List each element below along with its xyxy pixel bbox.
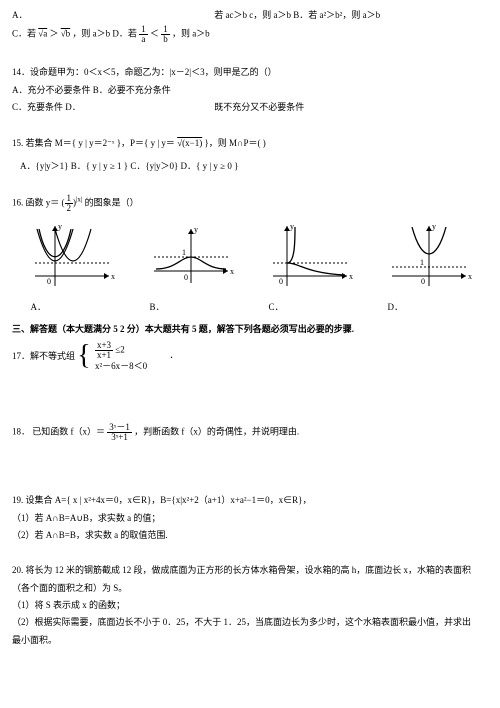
q13-textA: 若 ac＞b c，则 a＞b B．若 a²＞b²，则 a＞b (214, 10, 380, 20)
label-D: D． (384, 300, 474, 314)
q20-p3: 最小面积。 (12, 633, 488, 647)
q14-optC: C．充要条件 D． (12, 100, 212, 114)
svg-text:x: x (111, 272, 115, 281)
label-B: B． (146, 300, 236, 314)
q14-optAB: A．充分不必要条件 B．必要不充分条件 (12, 83, 488, 97)
q16-stem2: 的图象是（） (85, 198, 139, 208)
q13-sqrtA: √a (38, 29, 47, 39)
q16-exp: |x| (76, 196, 82, 204)
q15-stem1: 15. 若集合 M＝{ y | y＝2⁻ˣ }，P＝{ y | y＝ (12, 138, 175, 148)
q17-stem: 17．解不等式组 (12, 350, 75, 360)
label-A: A． (27, 300, 117, 314)
svg-text:x: x (468, 272, 472, 281)
graph-C: x y 0 (265, 221, 355, 295)
q18-stem2: ，判断函数 f（x）的奇偶性，并说明理由. (134, 427, 299, 437)
graph-labels: A． B． C． D． (12, 300, 488, 314)
svg-text:0: 0 (47, 277, 51, 286)
svg-text:1: 1 (182, 248, 186, 257)
brace-icon: { (77, 342, 90, 370)
q15-stem: 15. 若集合 M＝{ y | y＝2⁻ˣ }，P＝{ y | y＝ √(x−1… (12, 136, 488, 150)
q17-brace-content: x+3 x+1 ≤2 x²－6x－8＜0 (95, 341, 147, 373)
q18-stem1: 18． 已知函数 f（x）＝ (12, 427, 105, 437)
svg-text:0: 0 (421, 277, 425, 286)
svg-text:x: x (230, 267, 234, 276)
graph-B-svg: x y 0 1 (146, 221, 236, 291)
q13-optC: C．若 (12, 29, 36, 39)
q20-p2: （2）根据实际需要，底面边长不小于 0．25，不大于 1．25，当底面边长为多少… (12, 615, 488, 629)
svg-text:1: 1 (420, 258, 424, 267)
q16-stem1: 16. 函数 y＝ (12, 198, 59, 208)
q13-midLT: ＜ (150, 29, 159, 39)
q13-sqrtB: √b (61, 29, 70, 39)
q19-p2: （2）若 A∩B=B，求实数 a 的取值范围. (12, 528, 488, 542)
graph-A-svg: x y 0 (27, 221, 117, 291)
q15-options: A．{y|y＞1} B．{ y | y ≥ 1 } C．{y|y＞0} D．{ … (20, 159, 488, 173)
q19-stem: 19. 设集合 A={ x | x²+4x＝0，x∈R}，B={x|x²+2（a… (12, 493, 488, 507)
svg-text:y: y (290, 222, 294, 231)
q13-textC2: ，则 a＞b D．若 (72, 29, 137, 39)
q13-optA: A． (12, 8, 212, 22)
q14-optD: 既不充分又不必要条件 (214, 102, 304, 112)
q20-stem: 20. 将长为 12 米的钢筋截成 12 段，做成底面为正方形的长方体水箱骨架，… (12, 563, 488, 577)
q18: 18． 已知函数 f（x）＝ 3ˣ－1 3ˣ+1 ，判断函数 f（x）的奇偶性，… (12, 423, 488, 442)
svg-text:0: 0 (279, 277, 283, 286)
q14-optCD: C．充要条件 D． 既不充分又不必要条件 (12, 100, 488, 114)
svg-text:y: y (194, 225, 198, 234)
svg-text:0: 0 (184, 273, 188, 282)
graph-B: x y 0 1 (146, 221, 236, 295)
q16-base: 1 2 (65, 194, 74, 213)
graph-A: x y 0 (27, 221, 117, 295)
graph-C-svg: x y 0 (265, 221, 355, 291)
q17-frac: x+3 x+1 (95, 341, 113, 360)
svg-text:y: y (58, 222, 62, 231)
q13-textC3: ，则 a＞b (172, 29, 210, 39)
q20-stem2: （各个面的面积之和）为 S。 (12, 581, 488, 595)
label-C: C． (265, 300, 355, 314)
graph-D: x y 0 1 (384, 221, 474, 295)
svg-text:x: x (349, 272, 353, 281)
section3-title: 三、解答题（本大题满分 5 2 分）本大题共有 5 题，解答下列各题必须写出必要… (12, 322, 488, 336)
graph-row: x y 0 x y 0 1 x y (12, 221, 488, 295)
q15-stem2: }，则 M∩P＝( ) (204, 138, 265, 148)
q13-gt: ＞ (49, 29, 58, 39)
q20-p1: （1）将 S 表示成 x 的函数； (12, 598, 488, 612)
graph-D-svg: x y 0 1 (384, 221, 474, 291)
q16-stem: 16. 函数 y＝ ( 1 2 )|x| 的图象是（） (12, 194, 488, 213)
q15-sqrt: √(x−1) (177, 138, 202, 148)
q13-row1: A． 若 ac＞b c，则 a＞b B．若 a²＞b²，则 a＞b (12, 8, 488, 22)
q13-row2: C．若 √a ＞ √b ，则 a＞b D．若 1 a ＜ 1 b ，则 a＞b (12, 25, 488, 44)
q17: 17．解不等式组 { x+3 x+1 ≤2 x²－6x－8＜0 ． (12, 341, 488, 373)
q19-p1: （1）若 A∩B=A∪B，求实数 a 的值； (12, 511, 488, 525)
q13-fracL: 1 a (139, 25, 148, 44)
q14-stem: 14．设命题甲为：0＜x＜5，命题乙为：|x－2|＜3，则甲是乙的（） (12, 65, 488, 79)
q13-fracR: 1 b (161, 25, 170, 44)
q18-frac: 3ˣ－1 3ˣ+1 (107, 423, 132, 442)
q17-dot: ． (169, 350, 178, 360)
svg-text:y: y (432, 222, 436, 231)
